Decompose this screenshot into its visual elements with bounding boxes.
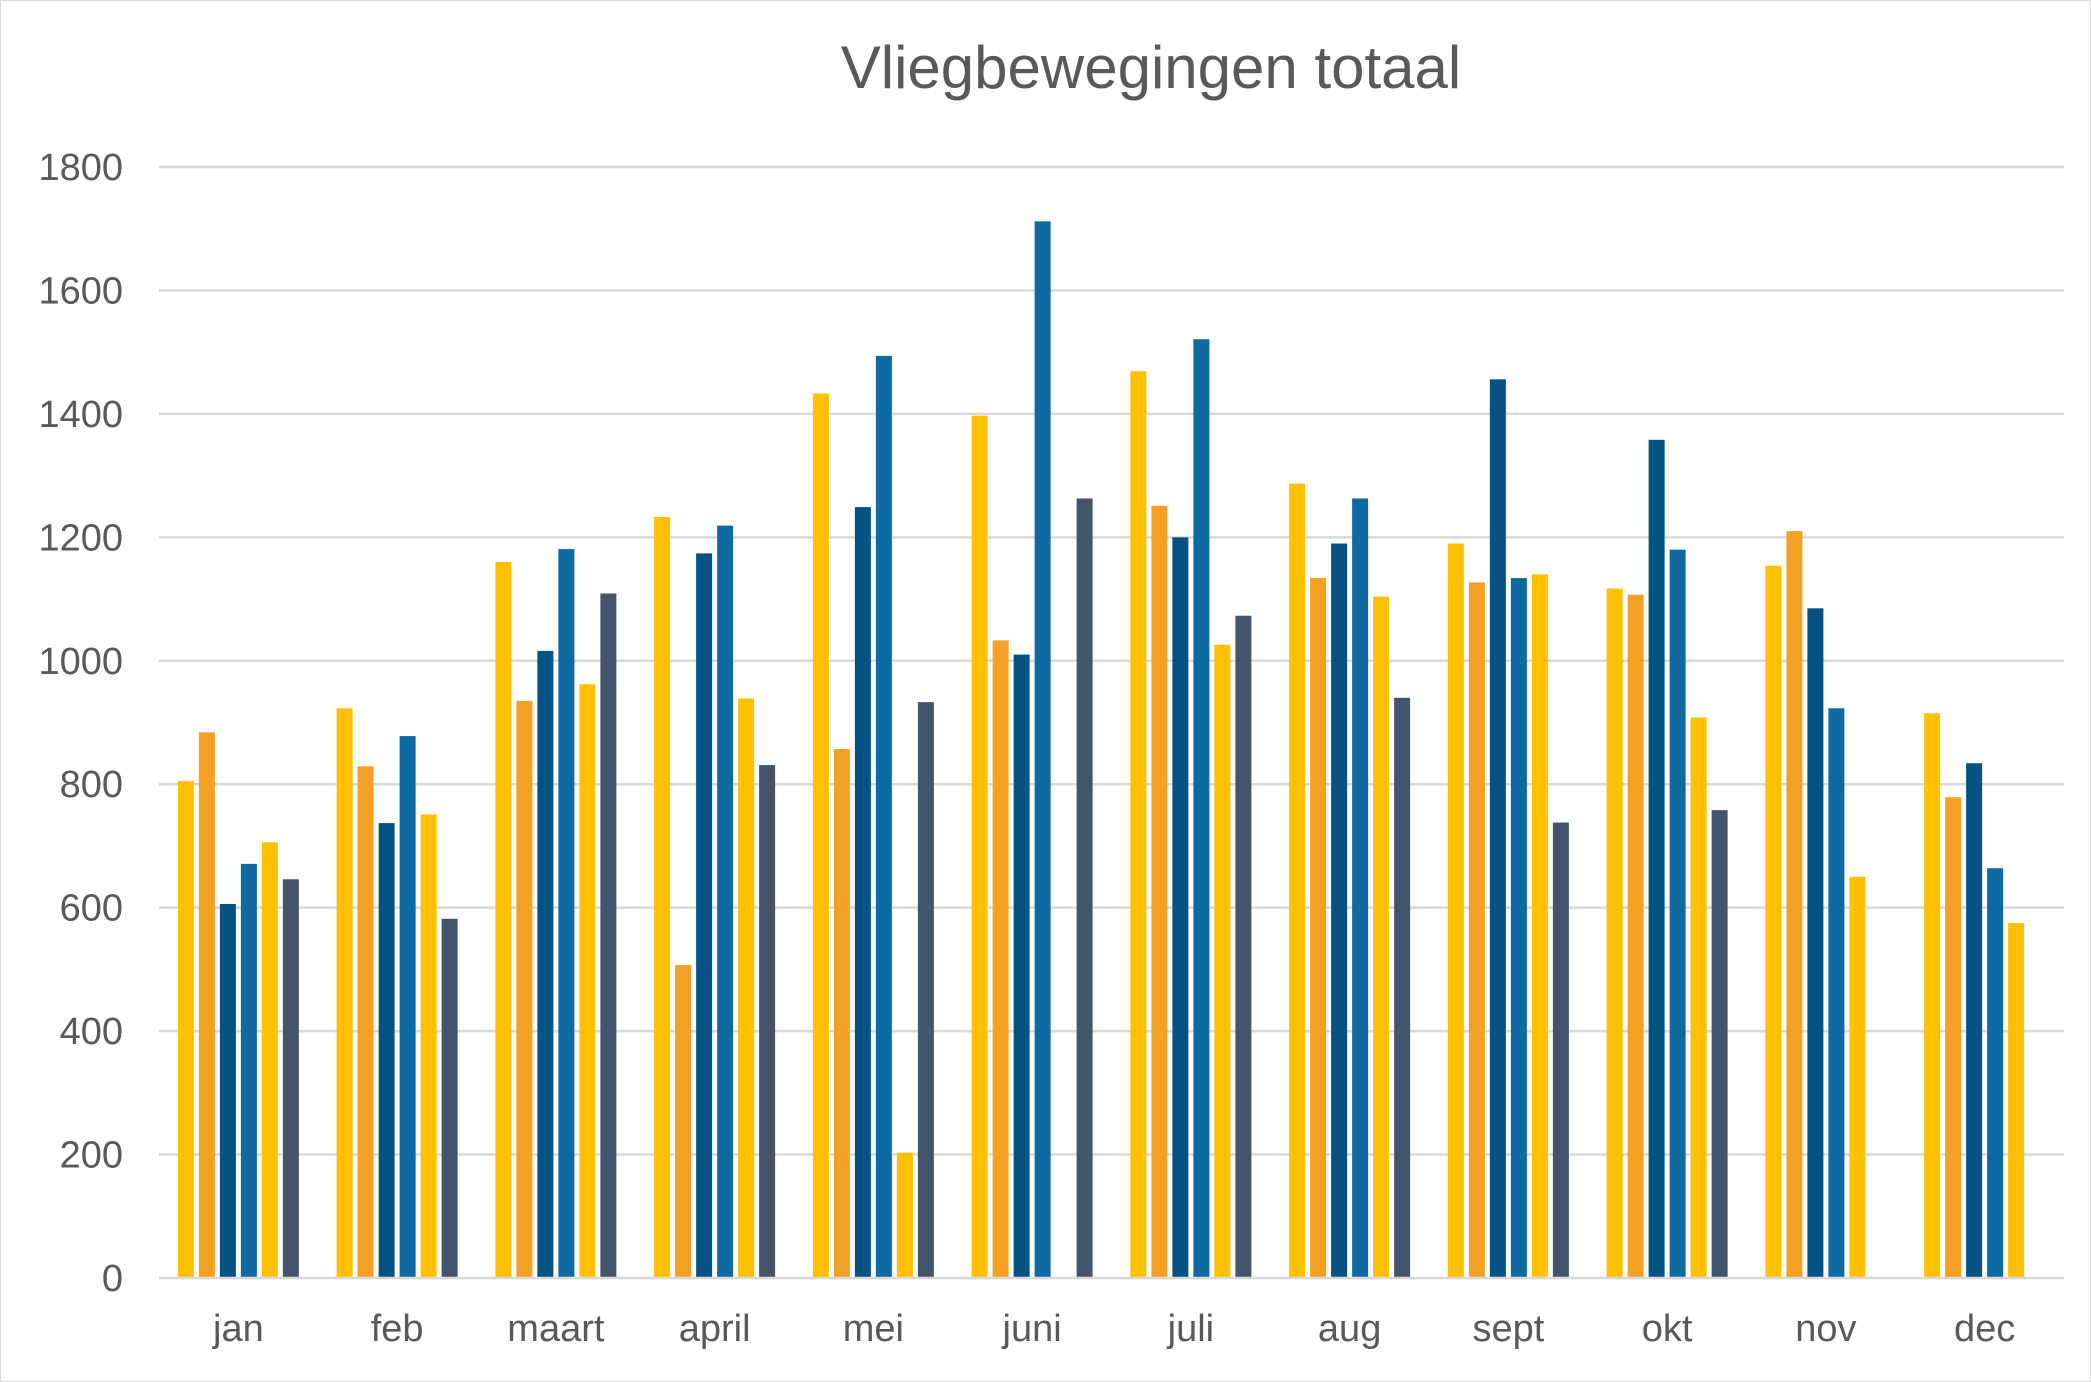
- x-category-label: mei: [843, 1308, 904, 1350]
- x-category-label: feb: [371, 1308, 424, 1350]
- bar: [282, 879, 299, 1278]
- bar: [1690, 717, 1707, 1278]
- bar: [240, 863, 257, 1278]
- bar: [1531, 574, 1548, 1278]
- bar: [1447, 543, 1464, 1278]
- bar: [336, 708, 353, 1278]
- bar: [1510, 578, 1527, 1278]
- bar: [675, 965, 692, 1278]
- bar: [495, 562, 512, 1278]
- bar: [1214, 644, 1231, 1278]
- bar: [420, 814, 437, 1278]
- y-tick-label: 600: [60, 888, 123, 930]
- bar: [971, 415, 988, 1278]
- bar: [1235, 615, 1252, 1278]
- bar: [696, 553, 713, 1278]
- bar: [1786, 531, 1803, 1278]
- bar: [1552, 822, 1569, 1278]
- bar: [1193, 339, 1210, 1279]
- x-category-label: okt: [1642, 1308, 1693, 1350]
- bar: [1711, 810, 1728, 1278]
- bar: [219, 903, 236, 1278]
- y-tick-label: 800: [60, 764, 123, 806]
- bar: [1648, 439, 1665, 1278]
- bar: [833, 749, 850, 1278]
- bar: [917, 702, 934, 1278]
- bar: [1669, 549, 1686, 1278]
- bar: [261, 842, 278, 1278]
- x-category-label: juni: [1002, 1308, 1062, 1350]
- y-tick-label: 1000: [38, 641, 123, 683]
- chart-title: Vliegbewegingen totaal: [840, 34, 1462, 101]
- bar: [579, 684, 596, 1278]
- y-tick-label: 1200: [38, 517, 123, 559]
- bar: [537, 650, 554, 1278]
- x-category-label: jan: [212, 1308, 264, 1350]
- x-category-label: maart: [507, 1308, 605, 1350]
- bar: [1849, 876, 1866, 1278]
- bar: [1013, 654, 1030, 1278]
- bar: [1172, 537, 1189, 1278]
- y-tick-label: 1600: [38, 270, 123, 312]
- y-tick-label: 400: [60, 1011, 123, 1053]
- bar: [1034, 221, 1051, 1278]
- y-tick-label: 200: [60, 1135, 123, 1177]
- bar: [1468, 582, 1485, 1278]
- bar: [1627, 594, 1644, 1278]
- x-category-label: juli: [1167, 1308, 1214, 1350]
- y-tick-label: 1800: [38, 147, 123, 189]
- bar: [1076, 498, 1093, 1278]
- x-category-label: aug: [1318, 1308, 1381, 1350]
- bar: [875, 355, 892, 1278]
- bar: [1945, 797, 1962, 1278]
- bar: [738, 698, 755, 1278]
- bar: [1130, 371, 1147, 1279]
- bar: [654, 516, 671, 1278]
- bar: [1765, 565, 1782, 1278]
- y-tick-label: 1400: [38, 394, 123, 436]
- bar: [1924, 713, 1941, 1278]
- bar: [558, 549, 575, 1278]
- bar: [1489, 379, 1506, 1278]
- bar: [1394, 697, 1411, 1278]
- bar: [1966, 763, 1983, 1278]
- bar: [600, 593, 617, 1278]
- bar: [357, 766, 374, 1278]
- bar: [854, 507, 871, 1278]
- bar: [198, 732, 215, 1278]
- bar: [378, 823, 395, 1278]
- bar: [441, 918, 458, 1278]
- x-category-label: dec: [1954, 1308, 2015, 1350]
- bar: [1289, 483, 1306, 1278]
- bar: [896, 1152, 913, 1278]
- bar: [1606, 588, 1623, 1278]
- bar: [992, 640, 1009, 1278]
- bar: [1373, 596, 1390, 1278]
- bar: [1807, 608, 1824, 1278]
- bar: [177, 781, 194, 1278]
- bar: [812, 393, 829, 1278]
- bar: [516, 700, 533, 1278]
- x-category-label: sept: [1472, 1308, 1544, 1350]
- bar: [759, 765, 776, 1278]
- bar: [1310, 578, 1327, 1278]
- y-tick-label: 0: [102, 1258, 123, 1300]
- x-category-label: april: [679, 1308, 751, 1350]
- bar: [1987, 868, 2004, 1278]
- bar: [1352, 498, 1369, 1278]
- bar: [1828, 708, 1845, 1278]
- bar: [1151, 505, 1168, 1279]
- bar: [399, 736, 416, 1278]
- bar: [717, 525, 734, 1278]
- bar: [1331, 543, 1348, 1278]
- bar: [2008, 923, 2025, 1278]
- x-category-label: nov: [1795, 1308, 1856, 1350]
